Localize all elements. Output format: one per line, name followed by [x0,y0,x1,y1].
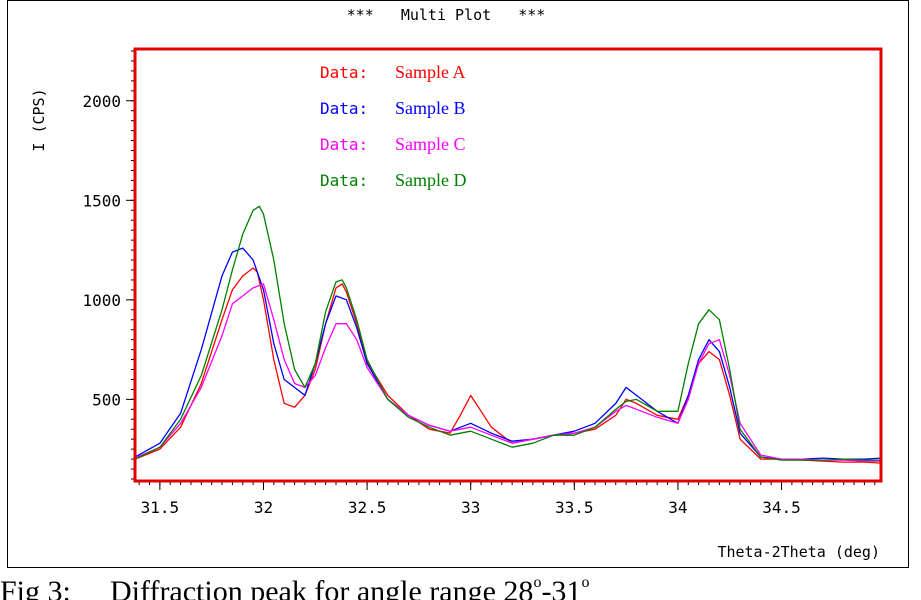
figure-caption: Fig 3: Diffraction peak for angle range 2… [0,566,921,600]
y-tick-label: 500 [92,390,121,409]
plot-area-border [133,47,883,483]
caption-degree-2: o [581,574,590,591]
x-tick-label: 31.5 [141,498,180,517]
y-tick-label: 2000 [82,92,121,111]
legend-entry-sample-a: Sample A [395,62,466,82]
x-tick-label: 34 [668,498,687,517]
legend-prefix: Data: [320,99,368,118]
legend-entry-sample-c: Sample C [395,134,466,154]
legend-entry-sample-d: Sample D [395,170,467,190]
chart-title: *** Multi Plot *** [347,6,546,24]
diffraction-chart: *** Multi Plot *** I (CPS) Theta-2Theta … [30,6,883,561]
series-group [134,205,882,464]
series-line-sample-d [134,205,881,461]
caption-degree-1: o [533,574,542,591]
y-axis-label: I (CPS) [30,88,48,151]
x-tick-label: 34.5 [762,498,801,517]
x-tick-label: 33 [461,498,480,517]
legend-entry-sample-b: Sample B [395,98,466,118]
plot-frame [7,0,909,568]
x-tick-label: 33.5 [555,498,594,517]
series-line-sample-c [134,283,881,462]
legend-prefix: Data: [320,171,368,190]
series-line-sample-a [134,267,882,464]
caption-label: Fig 3: [0,575,71,600]
y-tick-label: 1500 [82,191,121,210]
x-tick-label: 32 [254,498,273,517]
y-tick-label: 1000 [82,291,121,310]
legend: Data: Sample A Data: Sample B Data: Sample C D… [320,62,467,190]
caption-separator: -31 [541,575,582,600]
series-line-sample-b [134,247,882,460]
legend-prefix: Data: [320,63,368,82]
x-axis-label: Theta-2Theta (deg) [717,543,880,561]
x-tick-label: 32.5 [348,498,387,517]
caption-text: Diffraction peak for angle range 28 [110,575,534,600]
legend-prefix: Data: [320,135,368,154]
